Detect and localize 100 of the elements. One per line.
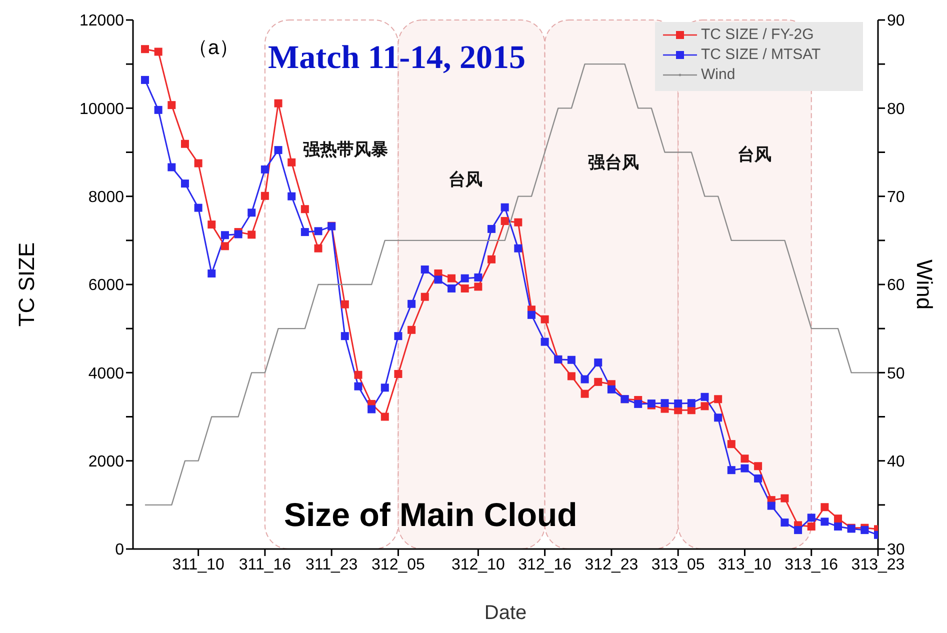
point [460, 274, 469, 282]
point [700, 392, 709, 401]
point [567, 372, 576, 380]
x-tick-label: 313_10 [718, 556, 772, 574]
point [220, 231, 229, 240]
point [500, 203, 509, 212]
point [700, 402, 709, 410]
point [140, 45, 149, 54]
point [834, 514, 842, 523]
y2-tick-label: 90 [887, 12, 905, 30]
point [860, 526, 869, 534]
point [594, 378, 602, 386]
y-axis-title: TC SIZE [14, 242, 39, 327]
x-tick-label: 311_10 [172, 556, 225, 574]
point [194, 159, 202, 168]
point [474, 282, 482, 291]
point [594, 358, 602, 367]
point [194, 204, 202, 212]
point [260, 165, 269, 174]
point [687, 399, 696, 408]
point [180, 180, 189, 188]
point [434, 276, 442, 284]
point [567, 356, 576, 364]
point [380, 412, 389, 421]
point [408, 326, 416, 334]
point [714, 414, 722, 422]
point [300, 205, 309, 214]
point [460, 284, 469, 292]
x-axis-title: Date [484, 602, 527, 624]
point [248, 230, 256, 239]
point [208, 220, 216, 229]
point [820, 518, 829, 526]
point [660, 399, 669, 408]
point [488, 255, 496, 264]
point [220, 242, 229, 250]
point [674, 400, 682, 408]
band-label: 强台风 [588, 153, 639, 173]
point [420, 292, 429, 301]
point [500, 217, 509, 226]
point [780, 494, 789, 502]
y2-tick-label: 50 [887, 365, 905, 382]
point [314, 227, 322, 236]
band-label: 台风 [738, 145, 772, 165]
point [168, 163, 176, 172]
point [260, 192, 269, 200]
x-tick-label: 313_05 [651, 556, 705, 574]
point [540, 315, 549, 324]
x-tick-label: 312_23 [584, 556, 638, 574]
point [380, 384, 389, 392]
point [820, 503, 829, 512]
point [368, 405, 376, 414]
point [780, 518, 789, 527]
point [154, 48, 162, 56]
point [807, 522, 816, 531]
point [514, 218, 522, 226]
point [274, 146, 282, 154]
point [767, 502, 776, 510]
point [394, 370, 402, 378]
point [408, 300, 416, 308]
x-tick-label: 312_10 [451, 556, 505, 574]
point [754, 474, 762, 482]
point [180, 140, 189, 148]
point [248, 208, 256, 217]
point [740, 454, 749, 463]
x-tick-label: 313_16 [784, 556, 838, 574]
x-tick-label: 311_23 [305, 556, 358, 574]
point [714, 395, 722, 404]
annotation: （a） [188, 37, 240, 59]
y2-tick-label: 40 [887, 454, 905, 471]
legend-label: TC SIZE / MTSAT [701, 45, 821, 65]
x-tick-label: 313_23 [851, 556, 905, 574]
x-tick-label: 312_05 [372, 556, 426, 574]
band-label: 强热带风暴 [303, 140, 388, 160]
point [580, 390, 589, 398]
point [420, 266, 429, 274]
point [580, 375, 589, 384]
x-tick-label: 312_16 [518, 556, 572, 574]
legend-label: Wind [701, 65, 736, 85]
point [340, 300, 349, 308]
y-tick-label: 0 [115, 542, 124, 559]
y2-axis-title: Wind [912, 259, 938, 310]
y-tick-label: 2000 [88, 454, 124, 471]
point [288, 158, 296, 166]
band-label: 台风 [448, 170, 483, 190]
point [634, 400, 642, 408]
point [488, 224, 496, 233]
point [794, 526, 802, 534]
point [208, 269, 216, 278]
point [474, 273, 482, 282]
y2-tick-label: 30 [887, 542, 905, 559]
annotation: Match 11-14, 2015 [268, 40, 526, 76]
point [834, 522, 842, 531]
point [448, 274, 456, 282]
y-tick-label: 10000 [80, 100, 124, 118]
point [514, 244, 522, 252]
y-tick-label: 4000 [88, 365, 124, 382]
y-tick-label: 12000 [80, 12, 124, 30]
point [754, 462, 762, 470]
point [300, 228, 309, 236]
point [448, 284, 456, 292]
